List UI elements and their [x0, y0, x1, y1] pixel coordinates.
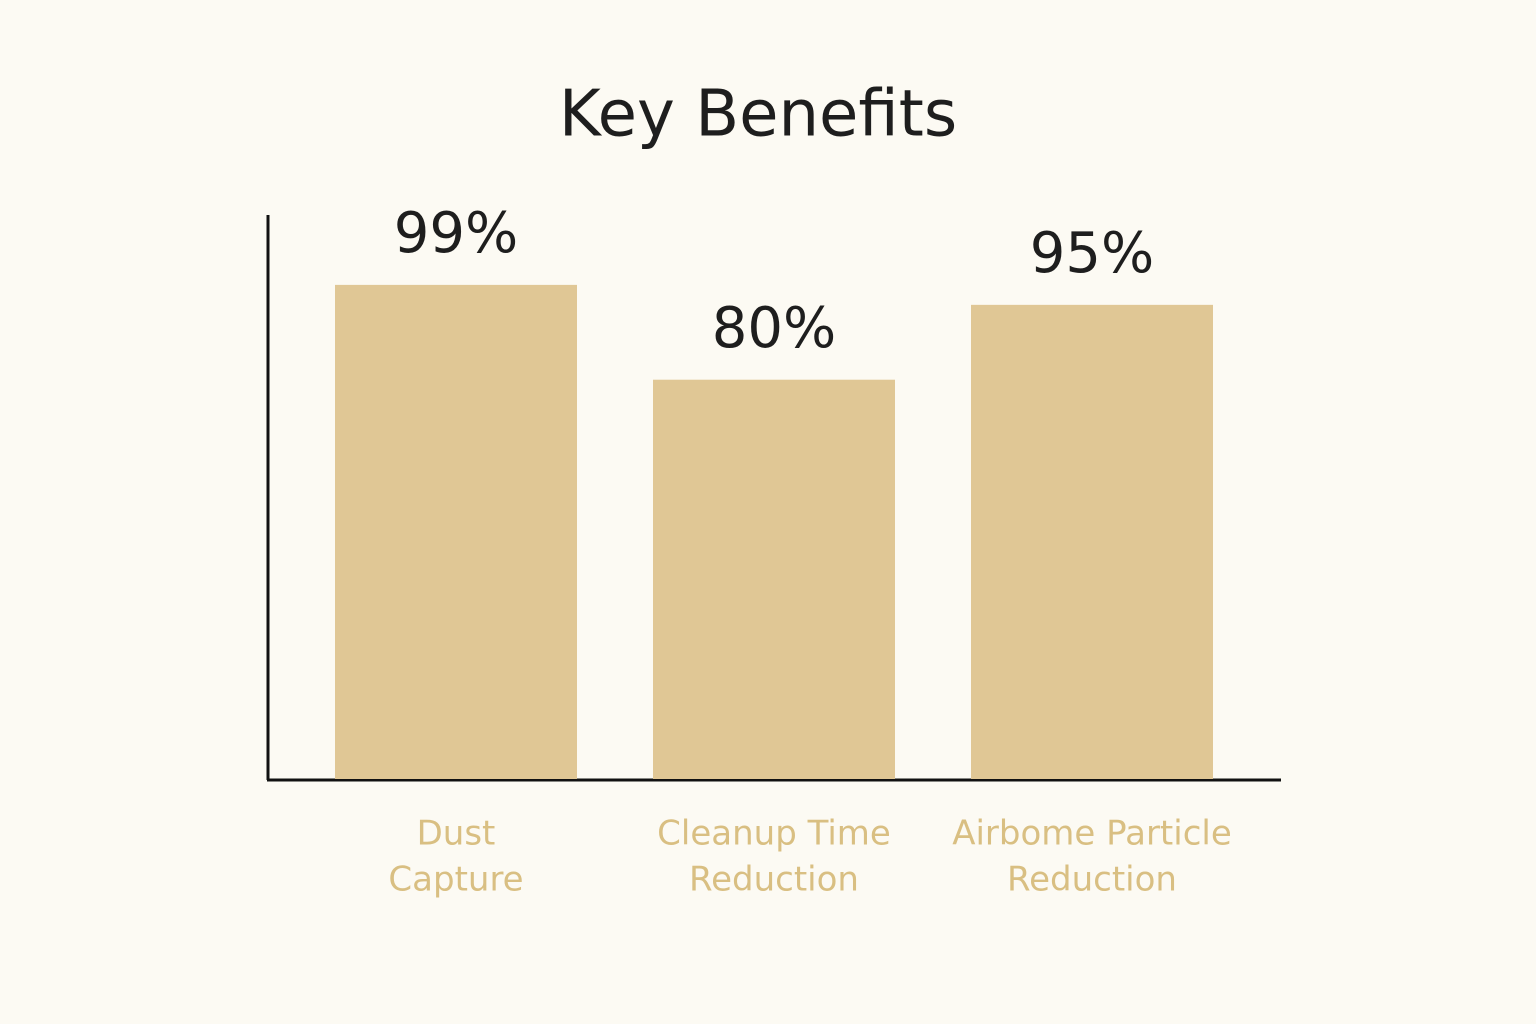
chart-title: Key Benefits	[559, 78, 957, 152]
value-label: 95%	[1030, 221, 1154, 286]
bar	[971, 304, 1213, 779]
bar	[653, 379, 895, 779]
value-label: 80%	[712, 296, 836, 361]
x-tick-label: Reduction	[1007, 860, 1177, 900]
x-tick-label: Capture	[388, 860, 523, 900]
x-tick-label: Cleanup Time	[657, 814, 891, 854]
x-tick-label: Reduction	[689, 860, 859, 900]
x-tick-label: Dust	[417, 814, 496, 854]
value-label: 99%	[394, 201, 518, 266]
bar	[335, 284, 577, 779]
x-tick-label: Airbome Particle	[952, 814, 1232, 854]
